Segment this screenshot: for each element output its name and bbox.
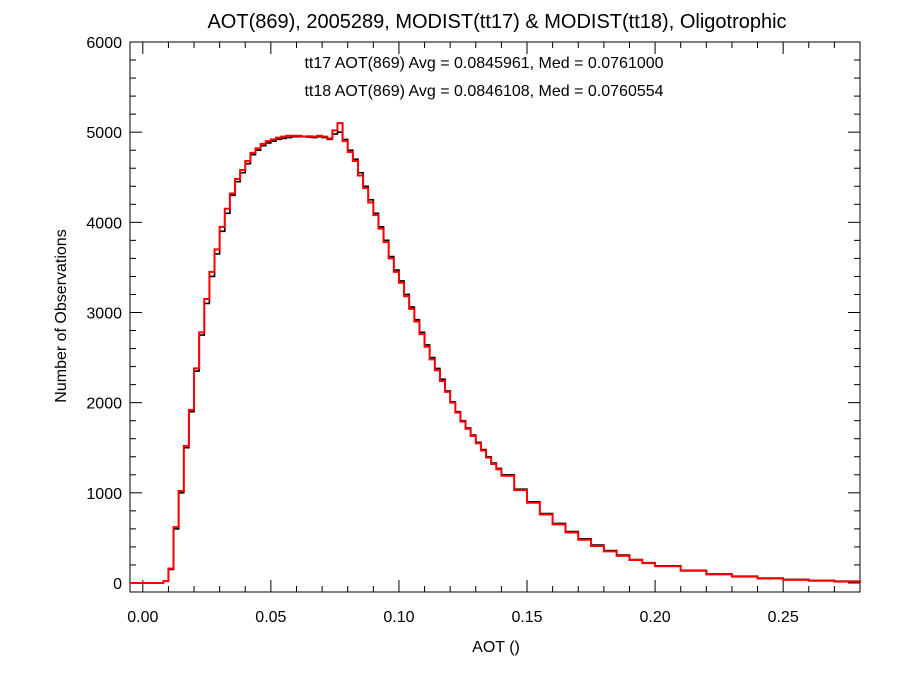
plot-layer: 0.00 0.05 0.10 0.15 0.20 0.25 0 1000 2000 3000 400… [86,35,861,626]
x-tick-label: 0.00 [127,609,158,626]
x-axis-label: AOT () [472,639,520,656]
series-1-step-line [130,122,861,584]
chart-title: AOT(869), 2005289, MODIST(tt17) & MODIST… [207,11,786,33]
y-tick-label: 6000 [86,35,122,52]
y-tick-label: 2000 [86,396,122,413]
x-tick-label: 0.05 [255,609,286,626]
x-tick-label: 0.25 [768,609,799,626]
x-tick-label: 0.20 [640,609,671,626]
y-axis-label: Number of Observations [53,229,70,402]
y-tick-label: 3000 [86,305,122,322]
annotation-tt17: tt17 AOT(869) Avg = 0.0845961, Med = 0.0… [304,55,663,72]
y-tick-label: 1000 [86,486,122,503]
y-tick-label: 5000 [86,125,122,142]
x-tick-label: 0.15 [511,609,542,626]
y-tick-label: 4000 [86,215,122,232]
annotation-tt18: tt18 AOT(869) Avg = 0.0846108, Med = 0.0… [304,83,663,100]
y-tick-label: 0 [113,576,122,593]
series-0-step-line [130,131,861,584]
plot-frame [129,41,861,593]
x-tick-label: 0.10 [383,609,414,626]
